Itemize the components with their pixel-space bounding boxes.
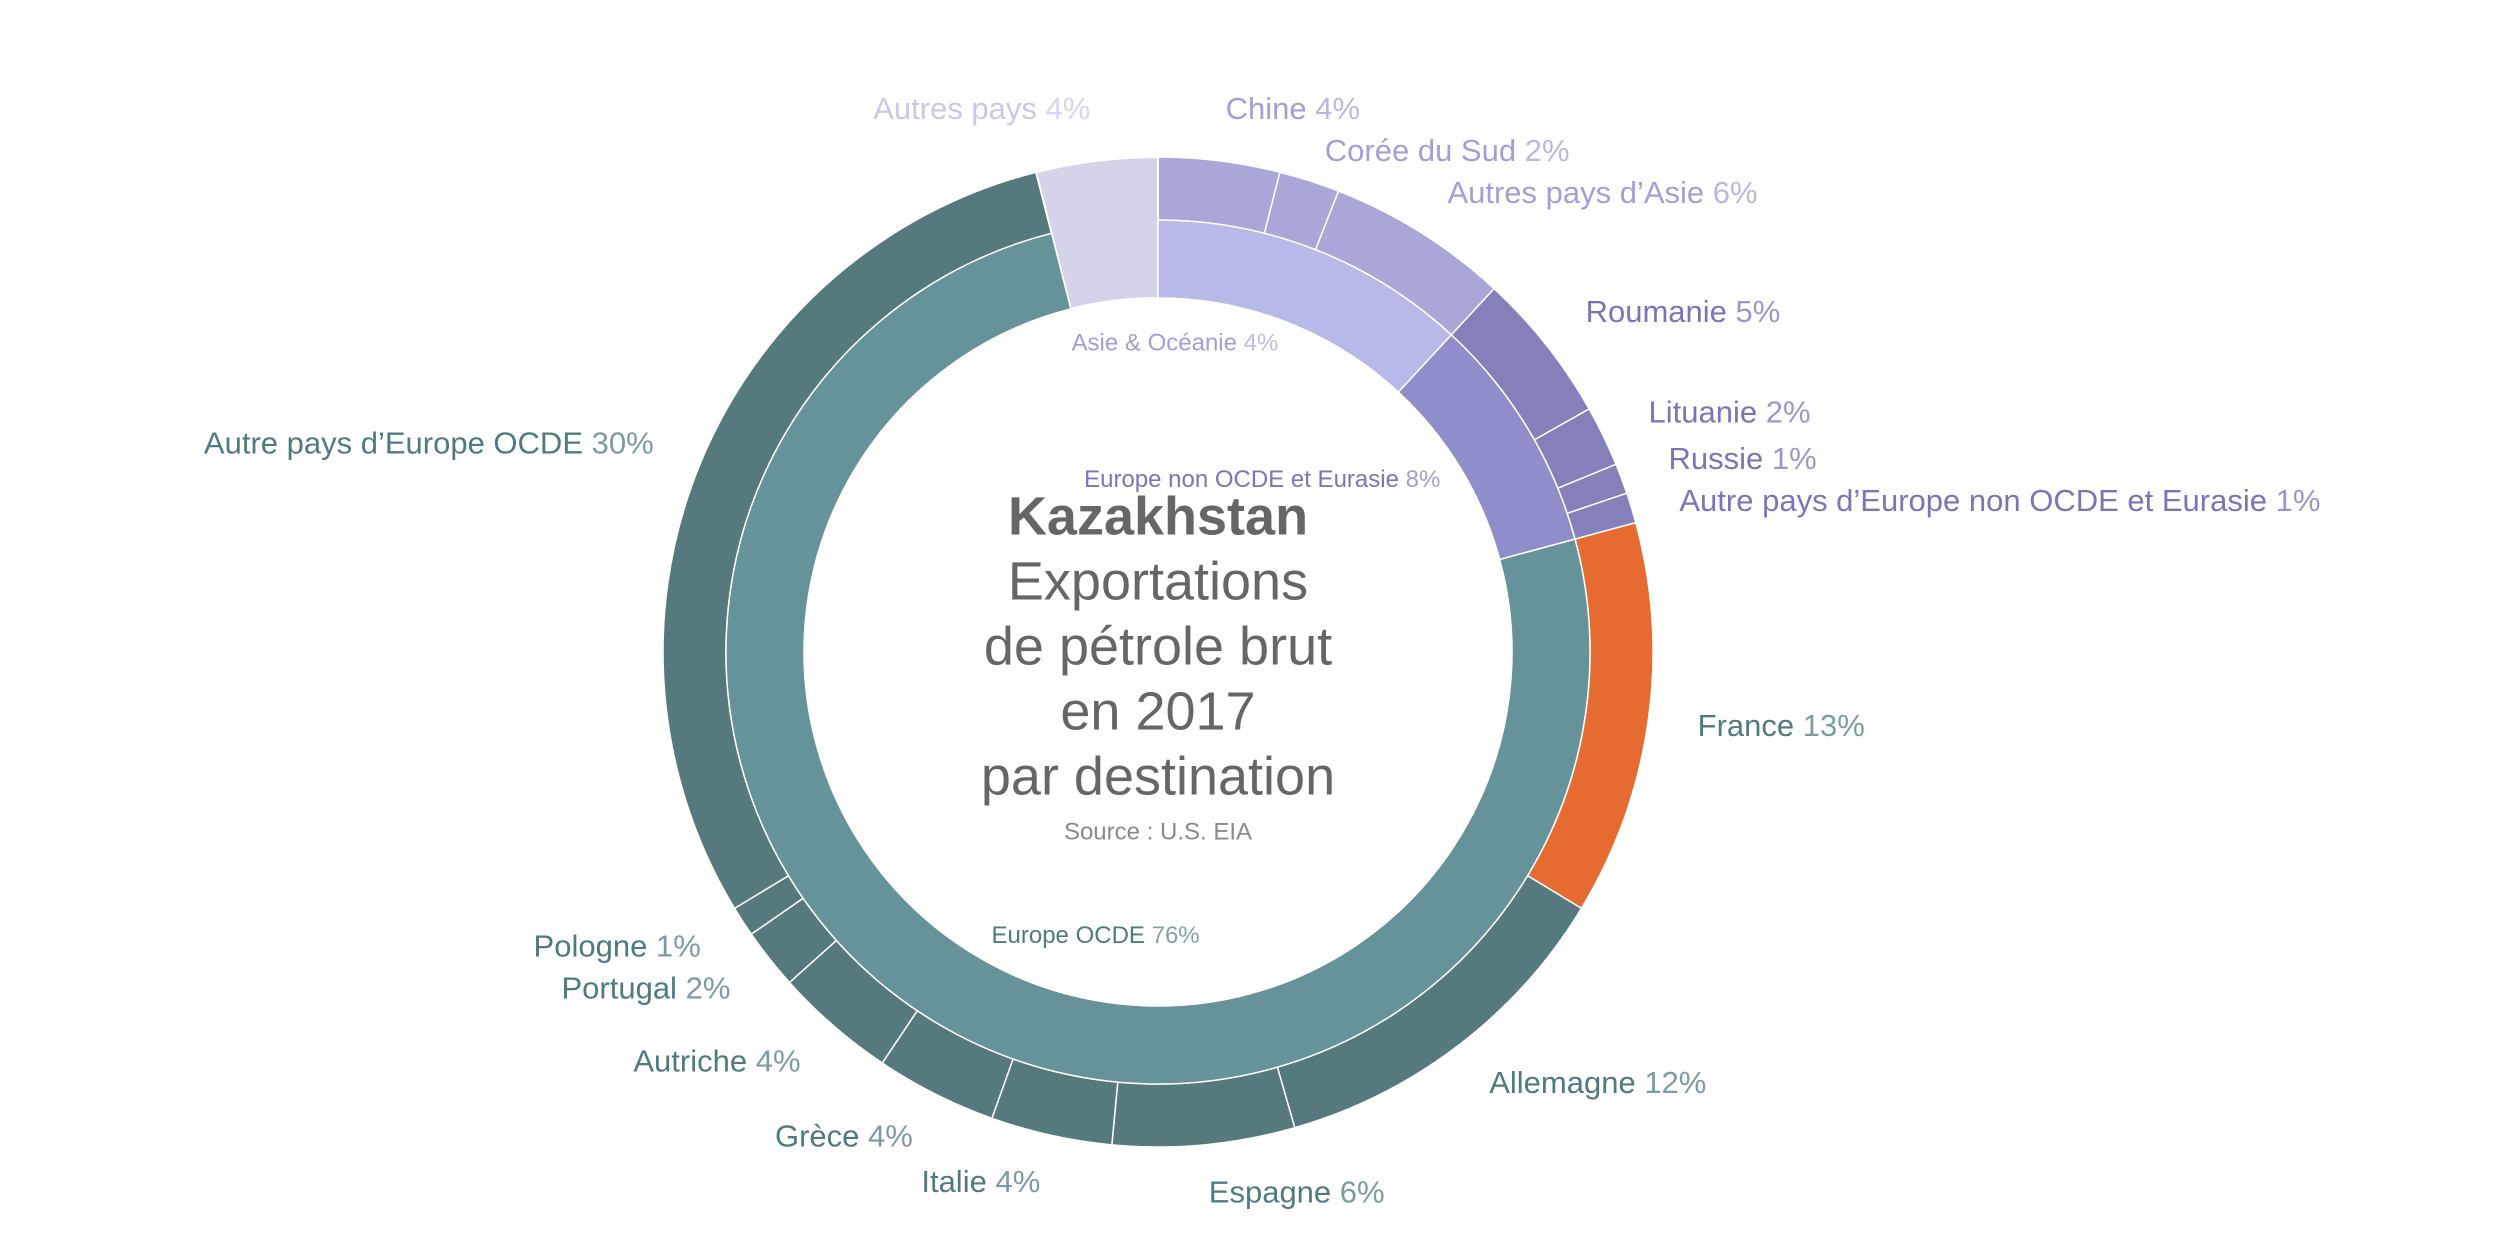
label-value: 2% [686, 971, 731, 1006]
group-label: Europe non OCDE et Eurasie 8% [1084, 466, 1440, 493]
label-value: 12% [1644, 1065, 1706, 1100]
segment-label: Allemagne 12% [1489, 1065, 1706, 1100]
group-name: Europe OCDE [992, 922, 1145, 949]
label-name: Corée du Sud [1325, 133, 1516, 168]
label-name: Autres pays [873, 91, 1037, 126]
segment-label: Russie 1% [1669, 441, 1817, 476]
label-name: Russie [1669, 441, 1764, 476]
label-name: France [1698, 708, 1794, 743]
label-value: 1% [2276, 483, 2321, 518]
segment-label: Autres pays d’Asie 6% [1447, 175, 1757, 210]
source: Source : U.S. EIA [1064, 818, 1252, 845]
label-name: Autres pays d’Asie [1447, 175, 1704, 210]
segment-label: Pologne 1% [534, 929, 701, 964]
label-value: 5% [1736, 294, 1781, 329]
label-name: Portugal [561, 971, 676, 1006]
title-line: par destination [981, 746, 1335, 806]
label-name: Autre pays d’Europe OCDE [204, 426, 583, 461]
label-name: Autriche [633, 1044, 747, 1079]
group-label: Europe OCDE 76% [992, 922, 1200, 949]
label-name: Autre pays d’Europe non OCDE et Eurasie [1679, 483, 2267, 518]
segment-label: Autre pays d’Europe OCDE 30% [204, 426, 654, 461]
segment-label: Portugal 2% [561, 971, 730, 1006]
segment-label: France 13% [1698, 708, 1865, 743]
label-value: 2% [1766, 395, 1811, 430]
label-value: 4% [868, 1119, 913, 1154]
label-value: 6% [1713, 175, 1758, 210]
segment-label: Lituanie 2% [1649, 395, 1811, 430]
title-line: en 2017 [1060, 681, 1255, 741]
segment-label: Italie 4% [921, 1164, 1040, 1199]
label-value: 4% [1315, 91, 1360, 126]
label-name: Pologne [534, 929, 648, 964]
label-name: Lituanie [1649, 395, 1758, 430]
inner-segment [725, 232, 1591, 1085]
label-name: Italie [921, 1164, 986, 1199]
label-value: 13% [1803, 708, 1865, 743]
title-line: Kazakhstan [1008, 486, 1308, 546]
segment-label: Chine 4% [1226, 91, 1360, 126]
segment-label: Corée du Sud 2% [1325, 133, 1570, 168]
label-value: 2% [1525, 133, 1570, 168]
label-value: 1% [656, 929, 701, 964]
group-label: Asie & Océanie 4% [1072, 330, 1279, 357]
label-value: 1% [1772, 441, 1817, 476]
segment-label: Espagne 6% [1209, 1175, 1385, 1210]
segment-label: Autre pays d’Europe non OCDE et Eurasie … [1679, 483, 2320, 518]
label-value: 4% [995, 1164, 1040, 1199]
group-value: 4% [1244, 330, 1279, 357]
label-value: 30% [592, 426, 654, 461]
label-name: Allemagne [1489, 1065, 1635, 1100]
segment-label: Roumanie 5% [1586, 294, 1781, 329]
segment-label: Autres pays 4% [873, 91, 1090, 126]
group-name: Europe non OCDE et Eurasie [1084, 466, 1399, 493]
label-value: 4% [1046, 91, 1091, 126]
label-name: Grèce [775, 1119, 859, 1154]
rings [662, 155, 1654, 1148]
segment-label: Autriche 4% [633, 1044, 800, 1079]
segment-label: Grèce 4% [775, 1119, 913, 1154]
group-value: 76% [1152, 922, 1200, 949]
title-line: de pétrole brut [984, 616, 1332, 676]
title-line: Exportations [1008, 551, 1308, 611]
group-name: Asie & Océanie [1072, 330, 1237, 357]
group-value: 8% [1406, 466, 1441, 493]
label-value: 4% [756, 1044, 801, 1079]
label-name: Chine [1226, 91, 1307, 126]
label-name: Roumanie [1586, 294, 1727, 329]
label-name: Espagne [1209, 1175, 1331, 1210]
label-value: 6% [1340, 1175, 1385, 1210]
